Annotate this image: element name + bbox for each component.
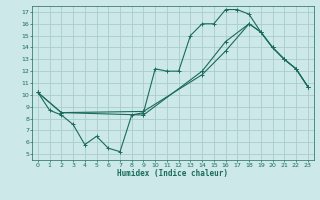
X-axis label: Humidex (Indice chaleur): Humidex (Indice chaleur) (117, 169, 228, 178)
